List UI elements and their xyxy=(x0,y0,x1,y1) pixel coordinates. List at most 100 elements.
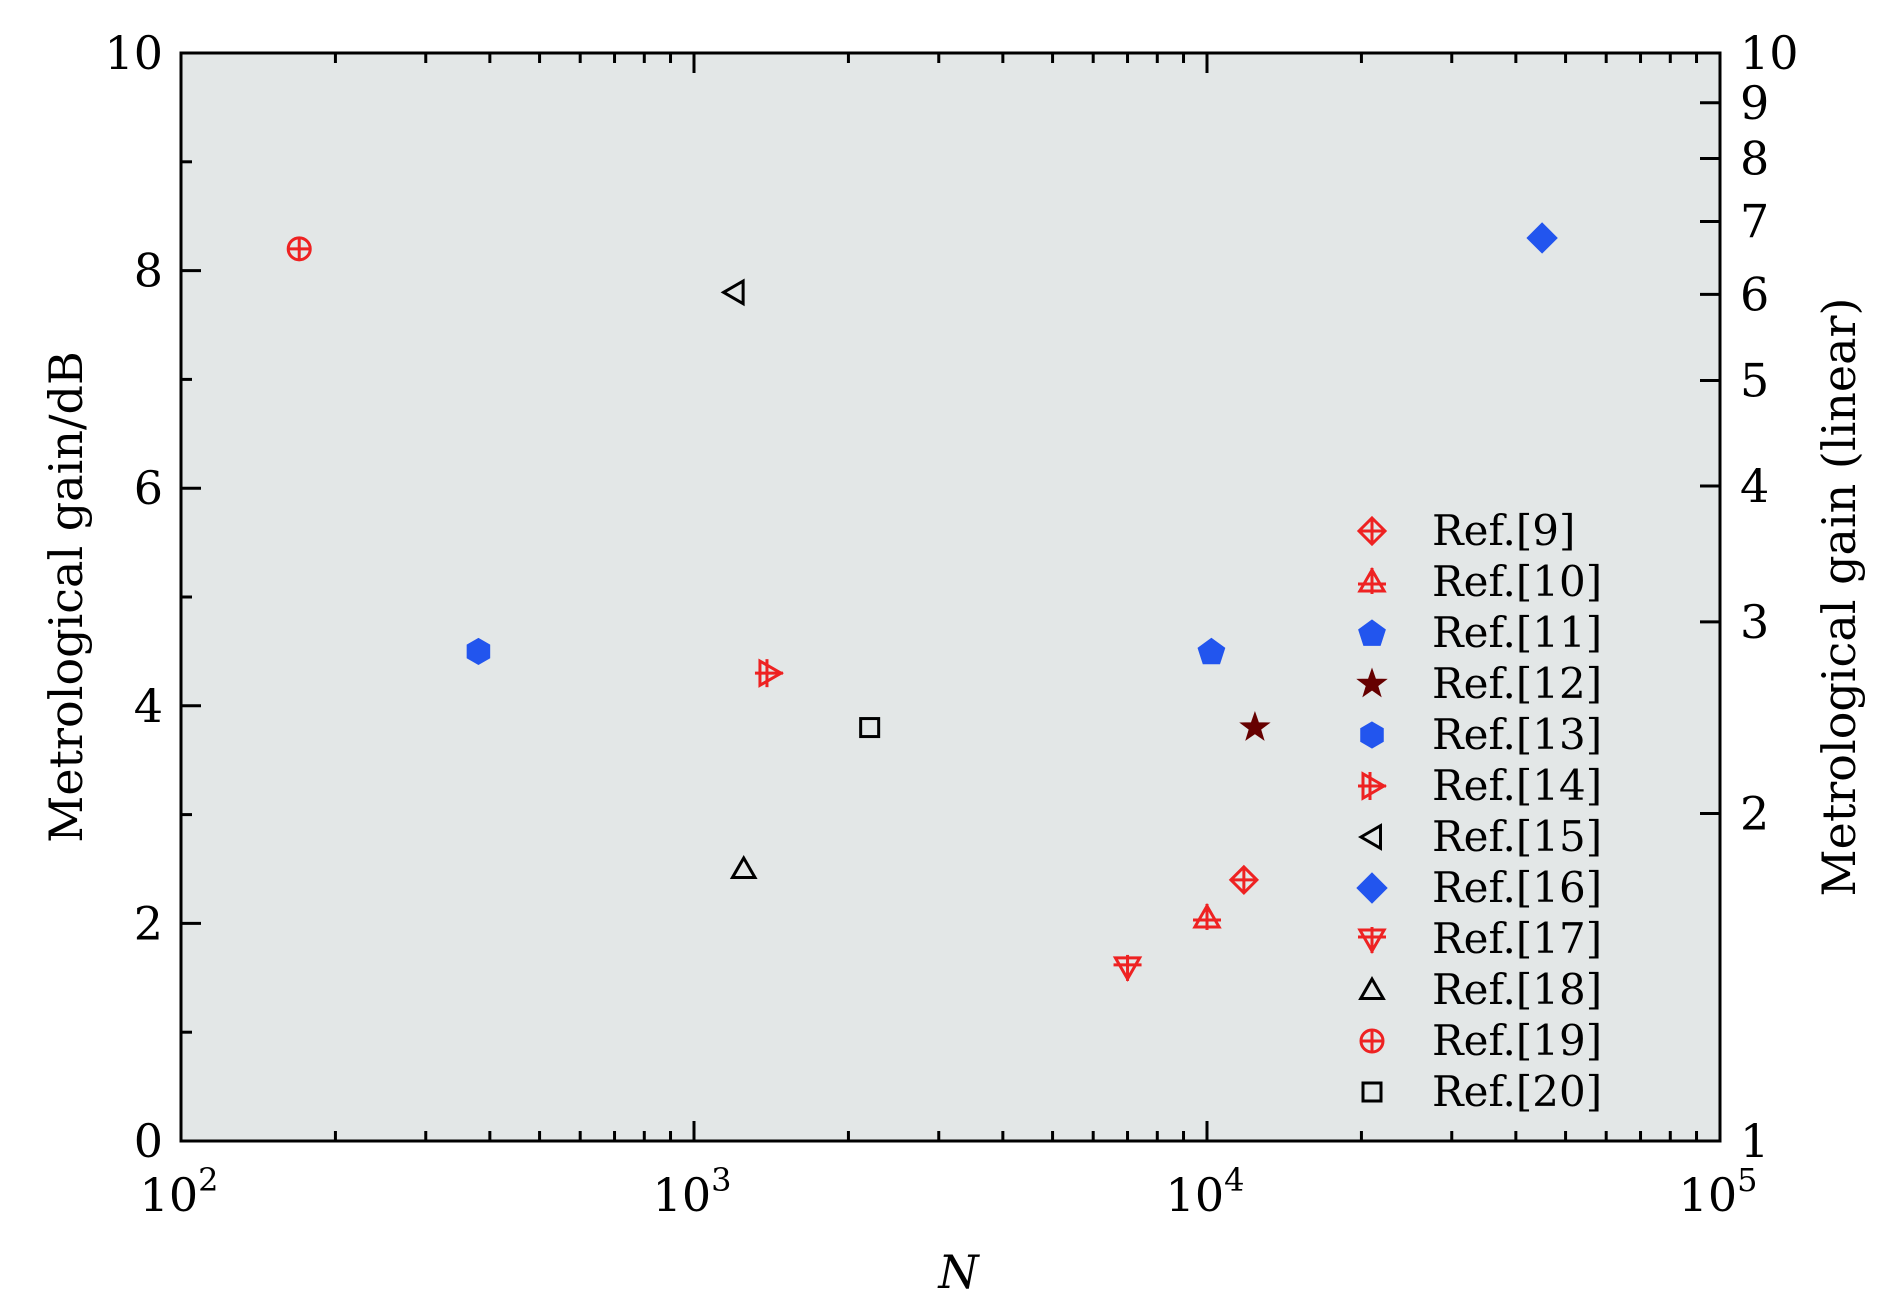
y-right-tick-label: 1 xyxy=(1740,1114,1769,1168)
y-right-tick-label: 8 xyxy=(1740,131,1769,185)
y-right-tick-label: 10 xyxy=(1740,26,1799,80)
y-right-tick-label: 2 xyxy=(1740,786,1769,840)
legend-marker xyxy=(1359,1028,1385,1054)
x-axis: 102 103 104 105 xyxy=(140,53,1758,1222)
data-point xyxy=(859,717,881,739)
data-point-shape xyxy=(1197,637,1226,665)
x-tick-label: 102 xyxy=(140,1161,219,1222)
data-point xyxy=(720,278,745,307)
legend-label: Ref.[15] xyxy=(1432,812,1602,861)
legend-item: Ref.[10] xyxy=(1357,557,1602,606)
x-tick-exponent: 2 xyxy=(198,1161,218,1199)
plot-background xyxy=(181,53,1720,1141)
y-left-tick-label: 4 xyxy=(134,679,163,733)
x-tick-exponent: 3 xyxy=(711,1161,731,1199)
legend-label: Ref.[9] xyxy=(1432,506,1575,555)
y-right-tick-label: 5 xyxy=(1740,354,1769,408)
legend-marker xyxy=(1358,619,1386,646)
legend-item: Ref.[17] xyxy=(1357,914,1602,963)
y-left-tick-label: 6 xyxy=(134,461,163,515)
legend-marker-shape xyxy=(1358,976,1386,1000)
legend-marker-shape xyxy=(1356,872,1388,904)
y-left-tick-label: 0 xyxy=(134,1114,163,1168)
data-point xyxy=(466,637,491,665)
legend-label: Ref.[11] xyxy=(1432,608,1602,657)
legend-label: Ref.[12] xyxy=(1432,659,1602,708)
legend-item: Ref.[18] xyxy=(1358,965,1602,1014)
y-axis-right-title: Metrological gain (linear) xyxy=(1812,298,1866,897)
legend-item: Ref.[14] xyxy=(1358,761,1602,810)
data-point xyxy=(1239,711,1271,741)
x-tick-label: 104 xyxy=(1166,1161,1245,1222)
data-points xyxy=(286,222,1558,982)
data-point-shape xyxy=(1239,711,1271,741)
y-axis-left-title: Metrological gain/dB xyxy=(39,351,93,843)
data-point xyxy=(286,236,312,262)
legend-item: Ref.[12] xyxy=(1356,659,1602,708)
legend-marker xyxy=(1358,976,1386,1000)
legend-label: Ref.[14] xyxy=(1432,761,1602,810)
data-point-shape xyxy=(466,637,491,665)
y-left-tick-label: 8 xyxy=(134,244,163,298)
data-point xyxy=(754,658,784,688)
data-point xyxy=(1192,902,1222,930)
x-tick-base: 10 xyxy=(140,1168,199,1222)
legend-marker xyxy=(1358,823,1382,851)
x-tick-exponent: 5 xyxy=(1737,1161,1757,1199)
legend-label: Ref.[13] xyxy=(1432,710,1602,759)
legend-marker-shape xyxy=(1360,721,1384,749)
legend-label: Ref.[20] xyxy=(1432,1067,1602,1116)
y-left-tick-label: 2 xyxy=(134,896,163,950)
legend-marker xyxy=(1361,1081,1383,1103)
data-point-shape xyxy=(720,278,745,307)
y-left-tick-label: 10 xyxy=(104,26,163,80)
legend-marker-shape xyxy=(1356,667,1388,698)
legend-label: Ref.[16] xyxy=(1432,863,1602,912)
legend-label: Ref.[17] xyxy=(1432,914,1602,963)
x-tick-base: 10 xyxy=(1679,1168,1738,1222)
x-tick-base: 10 xyxy=(653,1168,712,1222)
legend-item: Ref.[13] xyxy=(1360,710,1602,759)
y-right-tick-label: 9 xyxy=(1740,76,1769,130)
legend-marker-shape xyxy=(1361,1081,1383,1103)
y-right-tick-label: 4 xyxy=(1740,459,1769,513)
legend-marker xyxy=(1360,721,1384,749)
legend-item: Ref.[19] xyxy=(1359,1016,1602,1065)
data-point-shape xyxy=(859,717,881,739)
legend: Ref.[9]Ref.[10]Ref.[11]Ref.[12]Ref.[13]R… xyxy=(1356,506,1602,1116)
legend-item: Ref.[9] xyxy=(1356,506,1575,555)
x-tick-base: 10 xyxy=(1166,1168,1225,1222)
legend-marker xyxy=(1356,515,1388,547)
legend-marker xyxy=(1357,566,1387,594)
data-point-shape xyxy=(1526,222,1558,254)
x-axis-title: N xyxy=(937,1245,980,1299)
data-point xyxy=(1197,637,1226,665)
legend-label: Ref.[10] xyxy=(1432,557,1602,606)
y-right-tick-label: 6 xyxy=(1740,267,1769,321)
data-point-shape xyxy=(729,854,758,879)
legend-label: Ref.[18] xyxy=(1432,965,1602,1014)
y-right-tick-label: 3 xyxy=(1740,595,1769,649)
legend-item: Ref.[20] xyxy=(1361,1067,1602,1116)
legend-marker xyxy=(1356,872,1388,904)
legend-item: Ref.[11] xyxy=(1358,608,1602,657)
data-point xyxy=(1112,954,1143,982)
legend-marker xyxy=(1358,771,1388,801)
legend-marker-shape xyxy=(1358,619,1386,646)
legend-marker-shape xyxy=(1358,823,1382,851)
legend-item: Ref.[15] xyxy=(1358,812,1602,861)
legend-item: Ref.[16] xyxy=(1356,863,1602,912)
data-point xyxy=(1228,864,1260,896)
legend-marker xyxy=(1356,667,1388,698)
x-tick-exponent: 4 xyxy=(1224,1161,1244,1199)
y-right-tick-label: 7 xyxy=(1740,195,1769,249)
x-tick-label: 105 xyxy=(1679,1161,1758,1222)
x-tick-label: 103 xyxy=(653,1161,732,1222)
legend-marker xyxy=(1357,927,1387,955)
y-axis-left: 0 2 4 6 8 10 xyxy=(104,26,201,1168)
data-point xyxy=(1526,222,1558,254)
data-point xyxy=(729,854,758,879)
legend-label: Ref.[19] xyxy=(1432,1016,1602,1065)
